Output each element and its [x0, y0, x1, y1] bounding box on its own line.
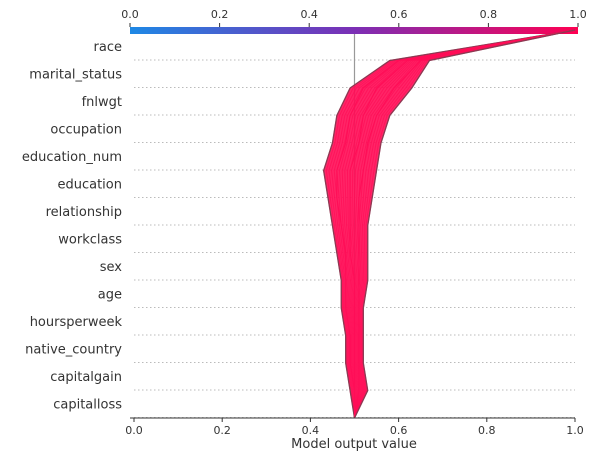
x-tick-label: 1.0 — [566, 424, 584, 437]
decision-line — [354, 29, 576, 419]
x-tick-label: 0.0 — [125, 424, 143, 437]
x-tick-label: 0.2 — [213, 424, 231, 437]
decision-line — [328, 29, 576, 419]
feature-label-capitalloss: capitalloss — [53, 398, 122, 413]
feature-label-race: race — [94, 40, 122, 55]
x-axis-label: Model output value — [291, 437, 417, 452]
colorbar-tick-label: 0.0 — [121, 8, 139, 21]
decision-line — [354, 29, 576, 419]
colorbar-tick-label: 0.6 — [390, 8, 408, 21]
feature-label-occupation: occupation — [50, 123, 122, 138]
decision-series-1 — [336, 29, 576, 418]
feature-label-education_num: education_num — [22, 150, 122, 165]
feature-label-native_country: native_country — [25, 343, 122, 358]
colorbar-tick-label: 0.2 — [211, 8, 229, 21]
decision-line — [351, 29, 576, 419]
feature-label-marital_status: marital_status — [29, 68, 122, 83]
colorbar-tick-label: 1.0 — [569, 8, 587, 21]
decision-line — [354, 29, 576, 419]
decision-line — [354, 29, 576, 419]
feature-label-age: age — [98, 288, 122, 303]
decision-line — [325, 29, 576, 419]
decision-line — [353, 29, 576, 419]
decision-line — [354, 29, 576, 419]
x-tick-label: 0.6 — [390, 424, 408, 437]
colorbar-tick-label: 0.8 — [480, 8, 498, 21]
feature-label-hoursperweek: hoursperweek — [30, 315, 123, 330]
feature-label-workclass: workclass — [58, 233, 122, 248]
decision-series-2 — [349, 29, 576, 418]
decision-series-0 — [322, 29, 576, 419]
feature-label-education: education — [57, 178, 122, 193]
colorbar — [130, 27, 578, 34]
decision-series-4 — [353, 29, 576, 419]
colorbar-tick-label: 0.4 — [300, 8, 318, 21]
x-tick-label: 0.4 — [302, 424, 320, 437]
decision-line — [333, 29, 576, 419]
decision-line — [344, 29, 576, 419]
decision-line — [339, 29, 576, 419]
decision-line — [354, 29, 576, 419]
feature-label-relationship: relationship — [46, 205, 122, 220]
feature-label-capitalgain: capitalgain — [50, 370, 122, 385]
decision-series-3 — [354, 29, 576, 419]
feature-label-sex: sex — [100, 260, 123, 275]
decision-line — [341, 29, 576, 419]
feature-label-fnlwgt: fnlwgt — [82, 95, 122, 110]
x-tick-label: 0.8 — [478, 424, 496, 437]
decision-line — [331, 29, 576, 419]
